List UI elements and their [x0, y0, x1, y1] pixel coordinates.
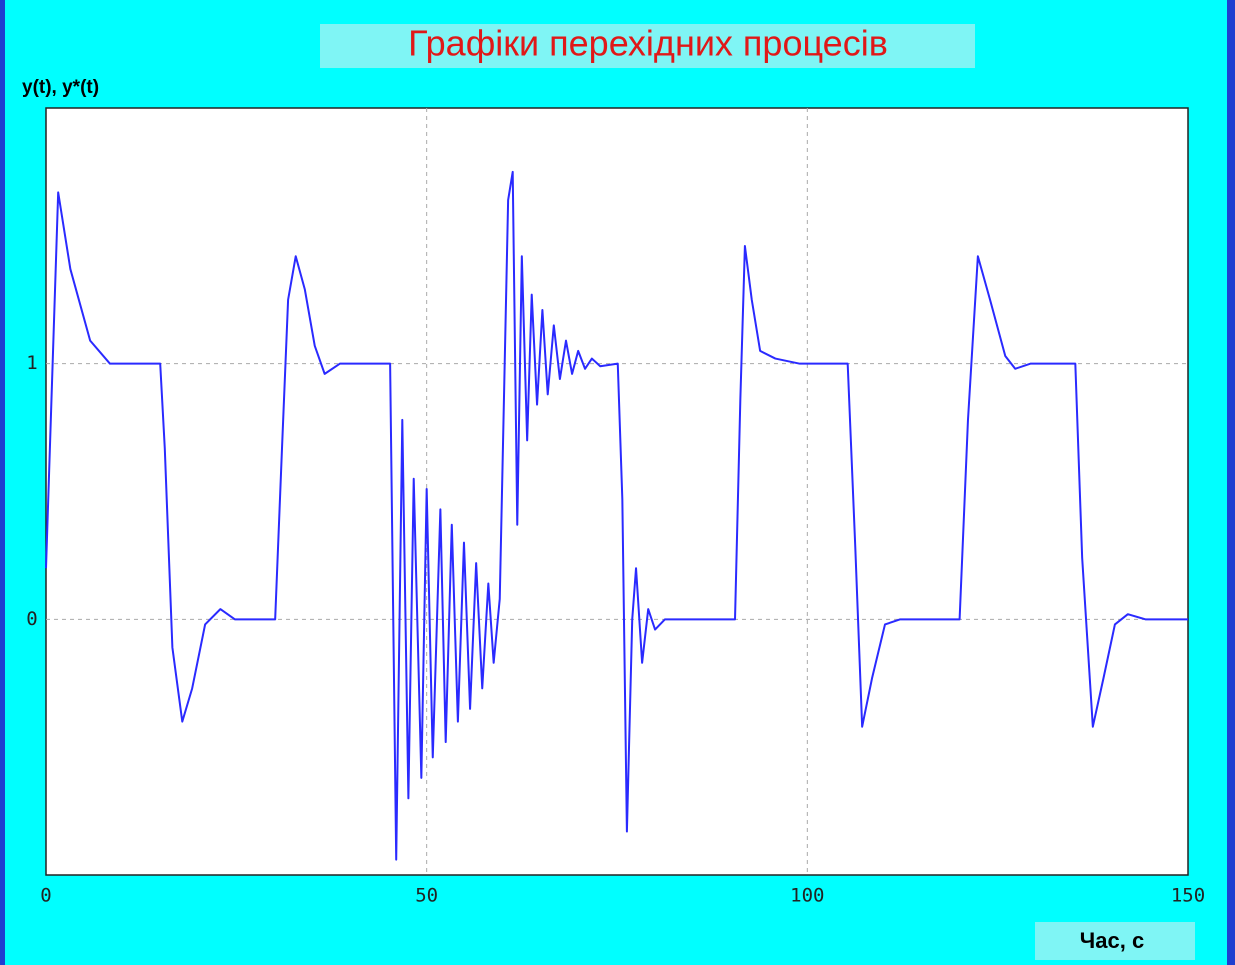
window-border [1227, 0, 1235, 965]
y-tick-label: 1 [26, 352, 37, 374]
x-tick-label: 50 [415, 885, 438, 907]
y-axis-label: y(t), y*(t) [22, 77, 99, 98]
y-tick-label: 0 [26, 608, 37, 630]
chart-title: Графіки перехідних процесів [408, 23, 888, 64]
title-box [320, 24, 975, 68]
plot-area [45, 107, 1189, 876]
x-tick-label: 100 [790, 885, 824, 907]
x-axis-label: Час, с [1080, 928, 1144, 953]
data-line [45, 170, 1188, 861]
x-tick-label: 150 [1171, 885, 1205, 907]
x-tick-label: 0 [40, 885, 51, 907]
x-label-box [1035, 922, 1195, 960]
window-border [0, 0, 5, 965]
